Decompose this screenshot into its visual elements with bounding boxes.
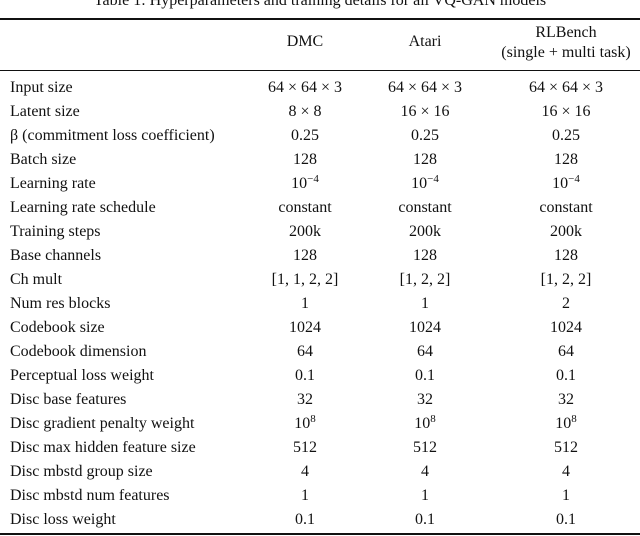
row-label: Input size [10, 79, 73, 96]
cell: 1 [301, 295, 309, 312]
cell: 0.25 [552, 127, 580, 144]
row-label: Learning rate schedule [10, 199, 156, 216]
cell-exponent: −4 [568, 173, 580, 185]
row-label: Learning rate [10, 175, 96, 192]
row-label: Ch mult [10, 271, 63, 288]
cell: 512 [554, 439, 578, 456]
cell-base: 10 [294, 415, 311, 432]
row-label: Codebook dimension [10, 343, 147, 360]
cell: 16 × 16 [541, 103, 591, 120]
cell: 8 × 8 [288, 103, 322, 120]
row-label: β (commitment loss coefficient) [10, 127, 215, 144]
cell: 10−4 [552, 174, 580, 194]
cell: 0.1 [556, 367, 576, 384]
cell: 1024 [550, 319, 582, 336]
cell: [1, 2, 2] [540, 271, 592, 288]
cell: 0.1 [556, 511, 576, 528]
cell: 16 × 16 [400, 103, 450, 120]
row-label: Disc loss weight [10, 511, 116, 528]
bottom-rule [0, 533, 640, 535]
cell-base: 10 [291, 175, 308, 192]
cell: 200k [409, 223, 441, 240]
cell: 128 [554, 151, 578, 168]
column-header: RLBench [535, 24, 597, 41]
row-label: Base channels [10, 247, 102, 264]
row-label: Batch size [10, 151, 77, 168]
cell: 0.1 [295, 367, 315, 384]
caption: Table 1: Hyperparameters and training de… [93, 0, 547, 9]
cell: 64 [417, 343, 433, 360]
row-label: Disc mbstd group size [10, 463, 153, 480]
cell: 32 [558, 391, 574, 408]
cell: 128 [554, 247, 578, 264]
cell: 64 × 64 × 3 [267, 79, 343, 96]
cell: 32 [417, 391, 433, 408]
cell: constant [539, 199, 593, 216]
cell: 64 [558, 343, 574, 360]
cell-exponent: 8 [430, 413, 436, 425]
cell: 1024 [289, 319, 321, 336]
row-label: Codebook size [10, 319, 105, 336]
cell: 108 [294, 414, 316, 434]
cell: 200k [550, 223, 582, 240]
cell: 0.1 [295, 511, 315, 528]
row-label: Latent size [10, 103, 80, 120]
row-label: Perceptual loss weight [10, 367, 154, 384]
cell-base: 10 [552, 175, 569, 192]
cell-base: 10 [555, 415, 572, 432]
cell: 0.25 [291, 127, 319, 144]
cell: 64 × 64 × 3 [528, 79, 604, 96]
row-label: Disc max hidden feature size [10, 439, 196, 456]
cell-exponent: −4 [427, 173, 439, 185]
cell: [1, 1, 2, 2] [271, 271, 339, 288]
cell: 108 [555, 414, 577, 434]
cell: 1 [421, 487, 429, 504]
cell: 0.25 [411, 127, 439, 144]
cell: [1, 2, 2] [399, 271, 451, 288]
row-label: Disc base features [10, 391, 127, 408]
cell-exponent: 8 [310, 413, 316, 425]
cell: constant [398, 199, 452, 216]
cell: constant [278, 199, 332, 216]
cell: 64 × 64 × 3 [387, 79, 463, 96]
cell: 2 [562, 295, 570, 312]
cell: 200k [289, 223, 321, 240]
cell: 128 [413, 151, 437, 168]
cell: 64 [297, 343, 313, 360]
cell-base: 10 [414, 415, 431, 432]
cell: 10−4 [411, 174, 439, 194]
cell: 108 [414, 414, 436, 434]
cell-base: 10 [411, 175, 428, 192]
cell: 32 [297, 391, 313, 408]
cell: 0.1 [415, 511, 435, 528]
row-label: Disc gradient penalty weight [10, 415, 195, 432]
cell: 512 [413, 439, 437, 456]
cell: 10−4 [291, 174, 319, 194]
cell: 0.1 [415, 367, 435, 384]
cell: 128 [293, 247, 317, 264]
row-label: Training steps [10, 223, 101, 240]
mid-rule [0, 70, 640, 71]
cell: 128 [293, 151, 317, 168]
row-label: Num res blocks [10, 295, 111, 312]
cell: 1 [301, 487, 309, 504]
column-header: Atari [408, 33, 442, 50]
column-header: DMC [286, 33, 324, 50]
cell: 1024 [409, 319, 441, 336]
cell-exponent: 8 [571, 413, 577, 425]
row-label: Disc mbstd num features [10, 487, 170, 504]
cell: 4 [562, 463, 570, 480]
cell: 4 [421, 463, 429, 480]
cell: 512 [293, 439, 317, 456]
cell: 1 [562, 487, 570, 504]
top-rule [0, 18, 640, 20]
column-header: (single + multi task) [501, 44, 631, 61]
cell: 4 [301, 463, 309, 480]
cell: 128 [413, 247, 437, 264]
cell: 1 [421, 295, 429, 312]
cell-exponent: −4 [307, 173, 319, 185]
